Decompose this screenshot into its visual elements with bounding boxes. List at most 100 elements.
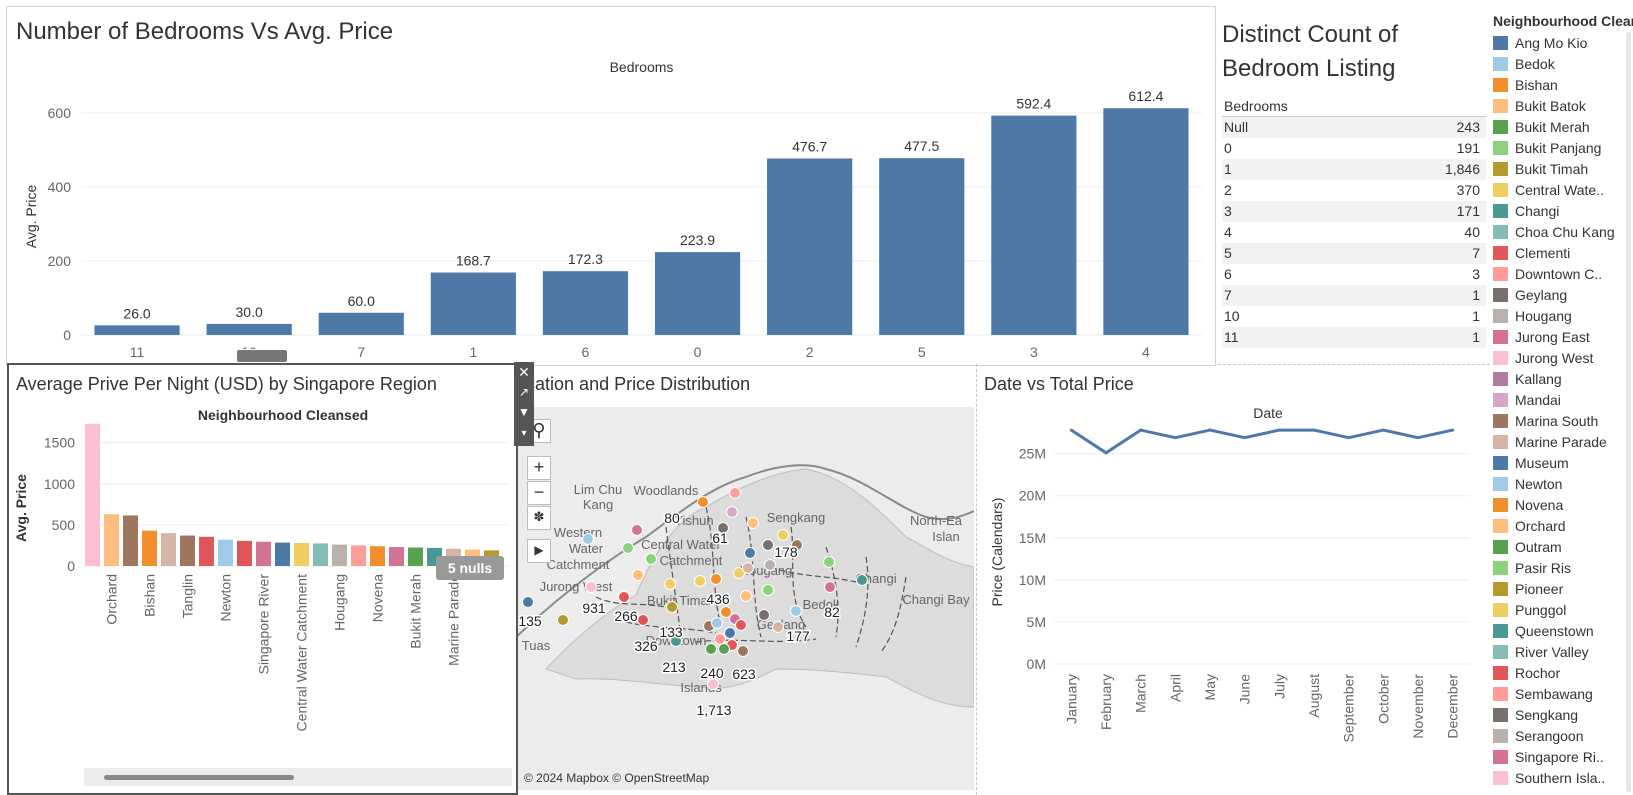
count-row-label: 10 <box>1224 308 1240 324</box>
bedrooms-bar-chart[interactable]: Bedrooms Avg. Price 0 200 400 600 26.0 11 30.0 1 0… <box>6 56 1214 366</box>
legend-item[interactable]: Clementi <box>1493 242 1633 263</box>
legend-item[interactable]: Queenstown <box>1493 620 1633 641</box>
count-table-row[interactable]: 2 370 <box>1222 180 1486 201</box>
legend-item[interactable]: Serangoon <box>1493 725 1633 746</box>
legend-scrollbar[interactable] <box>1626 32 1631 792</box>
legend-label: Kallang <box>1515 370 1562 387</box>
filter-icon[interactable]: ▼ <box>518 405 530 419</box>
legend-item[interactable]: Geylang <box>1493 284 1633 305</box>
legend-item[interactable]: Punggol <box>1493 599 1633 620</box>
map-place-label: Sengkang <box>767 510 826 525</box>
legend-item[interactable]: Bukit Timah <box>1493 158 1633 179</box>
count-table-row[interactable]: 11 1 <box>1222 327 1486 348</box>
legend-item[interactable]: Outram <box>1493 536 1633 557</box>
legend-item[interactable]: Hougang <box>1493 305 1633 326</box>
count-table-row[interactable]: 0 191 <box>1222 138 1486 159</box>
expand-toolbar-icon[interactable]: ▶ <box>527 539 551 563</box>
legend-swatch <box>1493 182 1508 197</box>
count-row-value: 7 <box>1472 245 1480 261</box>
x-tick-label: 7 <box>357 344 365 360</box>
legend-item[interactable]: Ang Mo Kio <box>1493 32 1633 53</box>
legend-swatch <box>1493 707 1508 722</box>
count-table-row[interactable]: 10 1 <box>1222 306 1486 327</box>
count-table-row[interactable]: 4 40 <box>1222 222 1486 243</box>
y-tick-label: 0 <box>67 558 75 574</box>
bar <box>370 546 385 566</box>
region-bar-chart[interactable]: Neighbourhood Cleansed Avg. Price 0 500 1000… <box>9 404 512 762</box>
legend-item[interactable]: Museum <box>1493 452 1633 473</box>
legend-item[interactable]: Marine Parade <box>1493 431 1633 452</box>
remove-icon[interactable]: ✕ <box>518 364 530 380</box>
legend-item[interactable]: Pioneer <box>1493 578 1633 599</box>
legend-item[interactable]: Sembawang <box>1493 683 1633 704</box>
legend-swatch <box>1493 770 1508 785</box>
neighbourhood-legend[interactable]: Neighbourhood Cleansed Ang Mo Kio Bedok Bi… <box>1493 10 1633 788</box>
legend-swatch <box>1493 434 1508 449</box>
legend-item[interactable]: Changi <box>1493 200 1633 221</box>
legend-swatch <box>1493 686 1508 701</box>
drag-handle[interactable] <box>236 349 288 363</box>
legend-swatch <box>1493 560 1508 575</box>
more-options-icon[interactable]: ▾ <box>521 428 527 439</box>
region-scrollbar-thumb[interactable] <box>104 775 294 780</box>
count-row-value: 1,846 <box>1444 161 1480 177</box>
legend-swatch <box>1493 266 1508 281</box>
legend-label: Singapore Ri.. <box>1515 748 1604 765</box>
legend-item[interactable]: Pasir Ris <box>1493 557 1633 578</box>
reset-map-icon[interactable]: ✽ <box>527 506 551 530</box>
legend-item[interactable]: Jurong East <box>1493 326 1633 347</box>
legend-item[interactable]: Mandai <box>1493 389 1633 410</box>
region-scrollbar-track[interactable] <box>84 768 512 786</box>
count-row-value: 1 <box>1472 308 1480 324</box>
legend-item[interactable]: River Valley <box>1493 641 1633 662</box>
zoom-in-icon[interactable]: + <box>527 456 551 480</box>
x-tick-label: 3 <box>1030 344 1038 360</box>
legend-label: Outram <box>1515 538 1562 555</box>
legend-label: Downtown C.. <box>1515 265 1603 282</box>
map-view[interactable]: Lim Chu Kang Woodlands Yishun Western Water Ca… <box>506 407 974 790</box>
count-panel-title: Distinct Count of Bedroom Listing <box>1222 18 1398 86</box>
legend-item[interactable]: Singapore Ri.. <box>1493 746 1633 767</box>
nulls-indicator[interactable]: 5 nulls <box>436 556 504 580</box>
legend-item[interactable]: Central Wate.. <box>1493 179 1633 200</box>
date-line-chart[interactable]: Date Price (Calendars) 0M 5M 10M 15M 20M 25M Jan… <box>980 402 1486 794</box>
bar <box>123 515 138 566</box>
open-view-icon[interactable]: ↗ <box>518 385 530 399</box>
legend-item[interactable]: Bishan <box>1493 74 1633 95</box>
legend-item[interactable]: Newton <box>1493 473 1633 494</box>
legend-label: Clementi <box>1515 244 1571 261</box>
legend-item[interactable]: Bukit Batok <box>1493 95 1633 116</box>
x-tick-label: December <box>1445 674 1461 739</box>
legend-item[interactable]: Downtown C.. <box>1493 263 1633 284</box>
map-point <box>733 567 745 579</box>
count-row-label: 1 <box>1224 161 1232 177</box>
map-point <box>737 645 749 657</box>
y-tick-label: 25M <box>1019 446 1046 462</box>
legend-item[interactable]: Marina South <box>1493 410 1633 431</box>
legend-item[interactable]: Bukit Panjang <box>1493 137 1633 158</box>
legend-item[interactable]: Sengkang <box>1493 704 1633 725</box>
zoom-out-icon[interactable]: − <box>527 481 551 505</box>
legend-item[interactable]: Jurong West <box>1493 347 1633 368</box>
legend-item[interactable]: Southern Isla.. <box>1493 767 1633 788</box>
legend-swatch <box>1493 287 1508 302</box>
legend-item[interactable]: Rochor <box>1493 662 1633 683</box>
count-table-row[interactable]: 1 1,846 <box>1222 159 1486 180</box>
legend-label: Sengkang <box>1515 706 1579 723</box>
legend-item[interactable]: Bukit Merah <box>1493 116 1633 137</box>
map-point <box>705 643 717 655</box>
legend-item[interactable]: Kallang <box>1493 368 1633 389</box>
legend-item[interactable]: Bedok <box>1493 53 1633 74</box>
count-table-row[interactable]: Null 243 <box>1222 117 1486 138</box>
map-point <box>714 633 726 645</box>
legend-item[interactable]: Choa Chu Kang <box>1493 221 1633 242</box>
legend-item[interactable]: Novena <box>1493 494 1633 515</box>
legend-label: Sembawang <box>1515 685 1593 702</box>
count-table-row[interactable]: 3 171 <box>1222 201 1486 222</box>
data-point <box>1139 428 1143 432</box>
legend-item[interactable]: Orchard <box>1493 515 1633 536</box>
x-axis-header: Bedrooms <box>610 59 674 75</box>
